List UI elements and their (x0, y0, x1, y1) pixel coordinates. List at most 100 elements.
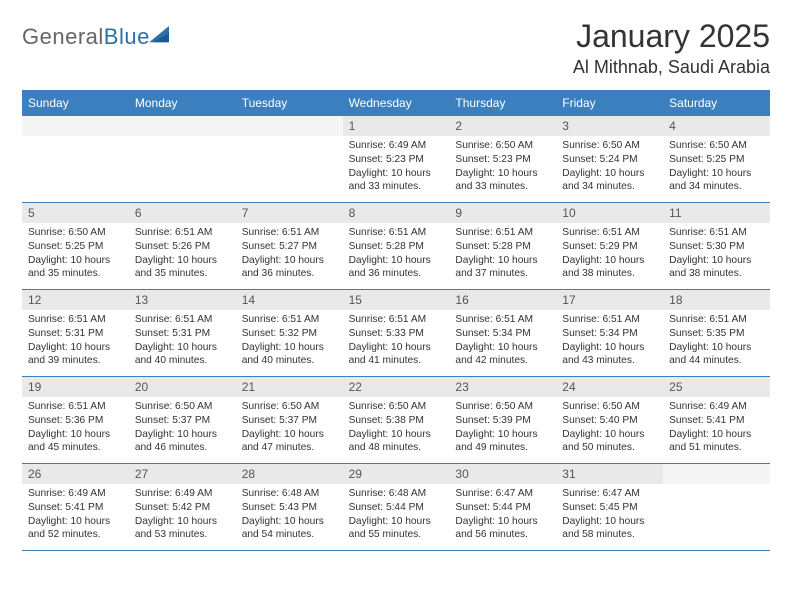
day-cell: 20Sunrise: 6:50 AMSunset: 5:37 PMDayligh… (129, 377, 236, 463)
day-body: Sunrise: 6:51 AMSunset: 5:30 PMDaylight:… (663, 223, 770, 285)
week-row: 19Sunrise: 6:51 AMSunset: 5:36 PMDayligh… (22, 376, 770, 463)
sunrise-line: Sunrise: 6:51 AM (669, 226, 764, 240)
day-body: Sunrise: 6:51 AMSunset: 5:27 PMDaylight:… (236, 223, 343, 285)
day-body: Sunrise: 6:47 AMSunset: 5:44 PMDaylight:… (449, 484, 556, 546)
day-cell: 25Sunrise: 6:49 AMSunset: 5:41 PMDayligh… (663, 377, 770, 463)
daylight-line: Daylight: 10 hours and 43 minutes. (562, 341, 657, 369)
sunset-line: Sunset: 5:38 PM (349, 414, 444, 428)
day-cell: 19Sunrise: 6:51 AMSunset: 5:36 PMDayligh… (22, 377, 129, 463)
sunset-line: Sunset: 5:34 PM (455, 327, 550, 341)
sunset-line: Sunset: 5:36 PM (28, 414, 123, 428)
daylight-line: Daylight: 10 hours and 46 minutes. (135, 428, 230, 456)
day-cell: 24Sunrise: 6:50 AMSunset: 5:40 PMDayligh… (556, 377, 663, 463)
sunset-line: Sunset: 5:27 PM (242, 240, 337, 254)
daylight-line: Daylight: 10 hours and 42 minutes. (455, 341, 550, 369)
day-number: 20 (129, 377, 236, 397)
day-body (129, 136, 236, 143)
day-body: Sunrise: 6:51 AMSunset: 5:28 PMDaylight:… (449, 223, 556, 285)
day-cell: 27Sunrise: 6:49 AMSunset: 5:42 PMDayligh… (129, 464, 236, 550)
day-number (22, 116, 129, 136)
day-number: 13 (129, 290, 236, 310)
daylight-line: Daylight: 10 hours and 40 minutes. (242, 341, 337, 369)
day-cell: 11Sunrise: 6:51 AMSunset: 5:30 PMDayligh… (663, 203, 770, 289)
day-number: 5 (22, 203, 129, 223)
sunset-line: Sunset: 5:42 PM (135, 501, 230, 515)
sunset-line: Sunset: 5:44 PM (455, 501, 550, 515)
daylight-line: Daylight: 10 hours and 37 minutes. (455, 254, 550, 282)
sunset-line: Sunset: 5:26 PM (135, 240, 230, 254)
day-number: 18 (663, 290, 770, 310)
daylight-line: Daylight: 10 hours and 54 minutes. (242, 515, 337, 543)
day-cell: 12Sunrise: 6:51 AMSunset: 5:31 PMDayligh… (22, 290, 129, 376)
brand-part2: Blue (104, 24, 150, 49)
day-body: Sunrise: 6:50 AMSunset: 5:24 PMDaylight:… (556, 136, 663, 198)
day-number: 21 (236, 377, 343, 397)
week-row: 26Sunrise: 6:49 AMSunset: 5:41 PMDayligh… (22, 463, 770, 550)
day-number: 25 (663, 377, 770, 397)
sunrise-line: Sunrise: 6:50 AM (242, 400, 337, 414)
sunrise-line: Sunrise: 6:51 AM (455, 313, 550, 327)
daylight-line: Daylight: 10 hours and 49 minutes. (455, 428, 550, 456)
sunset-line: Sunset: 5:41 PM (28, 501, 123, 515)
day-body: Sunrise: 6:51 AMSunset: 5:34 PMDaylight:… (556, 310, 663, 372)
day-number: 8 (343, 203, 450, 223)
sunrise-line: Sunrise: 6:47 AM (562, 487, 657, 501)
daylight-line: Daylight: 10 hours and 41 minutes. (349, 341, 444, 369)
day-cell: 30Sunrise: 6:47 AMSunset: 5:44 PMDayligh… (449, 464, 556, 550)
day-body: Sunrise: 6:50 AMSunset: 5:37 PMDaylight:… (236, 397, 343, 459)
day-body: Sunrise: 6:51 AMSunset: 5:34 PMDaylight:… (449, 310, 556, 372)
day-cell (22, 116, 129, 202)
sunset-line: Sunset: 5:35 PM (669, 327, 764, 341)
day-number: 9 (449, 203, 556, 223)
sunset-line: Sunset: 5:33 PM (349, 327, 444, 341)
day-body: Sunrise: 6:48 AMSunset: 5:43 PMDaylight:… (236, 484, 343, 546)
day-cell: 1Sunrise: 6:49 AMSunset: 5:23 PMDaylight… (343, 116, 450, 202)
day-number: 16 (449, 290, 556, 310)
day-header: Sunday (22, 92, 129, 115)
day-body (22, 136, 129, 143)
day-cell: 18Sunrise: 6:51 AMSunset: 5:35 PMDayligh… (663, 290, 770, 376)
month-title: January 2025 (573, 18, 770, 55)
sunset-line: Sunset: 5:24 PM (562, 153, 657, 167)
sunset-line: Sunset: 5:43 PM (242, 501, 337, 515)
sunrise-line: Sunrise: 6:50 AM (28, 226, 123, 240)
sunset-line: Sunset: 5:30 PM (669, 240, 764, 254)
day-number (236, 116, 343, 136)
daylight-line: Daylight: 10 hours and 36 minutes. (349, 254, 444, 282)
day-number: 22 (343, 377, 450, 397)
day-number: 6 (129, 203, 236, 223)
day-cell: 23Sunrise: 6:50 AMSunset: 5:39 PMDayligh… (449, 377, 556, 463)
daylight-line: Daylight: 10 hours and 34 minutes. (669, 167, 764, 195)
day-number: 2 (449, 116, 556, 136)
sunrise-line: Sunrise: 6:47 AM (455, 487, 550, 501)
day-cell: 3Sunrise: 6:50 AMSunset: 5:24 PMDaylight… (556, 116, 663, 202)
sunset-line: Sunset: 5:29 PM (562, 240, 657, 254)
day-body: Sunrise: 6:51 AMSunset: 5:36 PMDaylight:… (22, 397, 129, 459)
day-number: 28 (236, 464, 343, 484)
day-cell: 21Sunrise: 6:50 AMSunset: 5:37 PMDayligh… (236, 377, 343, 463)
day-body: Sunrise: 6:50 AMSunset: 5:39 PMDaylight:… (449, 397, 556, 459)
brand-part1: General (22, 24, 104, 49)
day-number: 27 (129, 464, 236, 484)
sunrise-line: Sunrise: 6:48 AM (242, 487, 337, 501)
sunset-line: Sunset: 5:37 PM (135, 414, 230, 428)
day-header: Wednesday (343, 92, 450, 115)
sunset-line: Sunset: 5:23 PM (455, 153, 550, 167)
day-body: Sunrise: 6:51 AMSunset: 5:33 PMDaylight:… (343, 310, 450, 372)
day-body: Sunrise: 6:49 AMSunset: 5:42 PMDaylight:… (129, 484, 236, 546)
day-cell: 22Sunrise: 6:50 AMSunset: 5:38 PMDayligh… (343, 377, 450, 463)
sunset-line: Sunset: 5:44 PM (349, 501, 444, 515)
daylight-line: Daylight: 10 hours and 34 minutes. (562, 167, 657, 195)
brand-logo: GeneralBlue (22, 18, 174, 50)
day-cell: 28Sunrise: 6:48 AMSunset: 5:43 PMDayligh… (236, 464, 343, 550)
day-body (663, 484, 770, 491)
day-cell: 13Sunrise: 6:51 AMSunset: 5:31 PMDayligh… (129, 290, 236, 376)
sunrise-line: Sunrise: 6:50 AM (669, 139, 764, 153)
daylight-line: Daylight: 10 hours and 48 minutes. (349, 428, 444, 456)
day-number: 10 (556, 203, 663, 223)
day-number: 31 (556, 464, 663, 484)
day-body: Sunrise: 6:51 AMSunset: 5:35 PMDaylight:… (663, 310, 770, 372)
week-row: 12Sunrise: 6:51 AMSunset: 5:31 PMDayligh… (22, 289, 770, 376)
day-header: Friday (556, 92, 663, 115)
sunset-line: Sunset: 5:25 PM (669, 153, 764, 167)
